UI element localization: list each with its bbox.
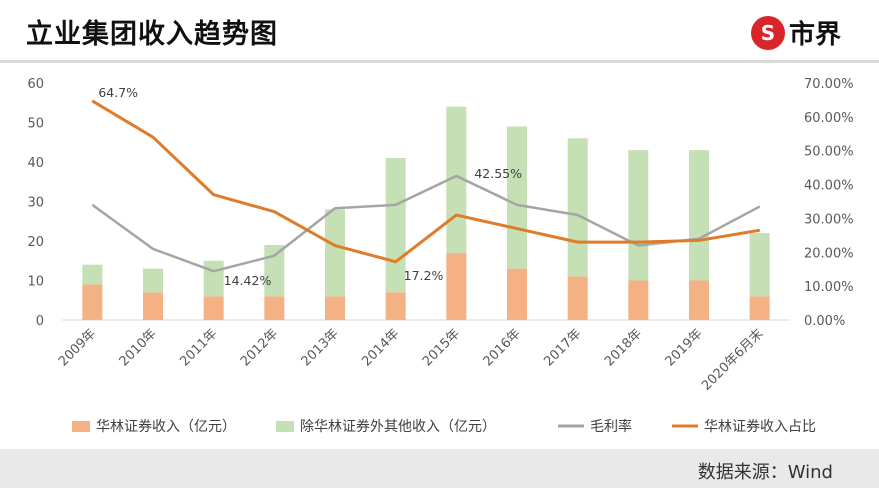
- bar-huarin-revenue: [749, 296, 770, 320]
- bar-huarin-revenue: [567, 276, 588, 320]
- point-gross-margin: [273, 255, 275, 257]
- bar-huarin-revenue: [689, 280, 709, 320]
- legend-swatch: [276, 421, 294, 432]
- bar-other-revenue: [264, 244, 285, 297]
- y-tick-label: 20: [27, 235, 44, 250]
- footer: 数据来源：Wind: [0, 449, 879, 488]
- bar-huarin-revenue: [264, 296, 285, 320]
- point-gross-margin: [759, 206, 761, 208]
- bar-huarin-revenue: [203, 296, 224, 320]
- x-tick-label: 2012年: [238, 326, 281, 369]
- point-huarin-share: [395, 261, 397, 263]
- legend-label: 华林证券收入（亿元）: [96, 419, 236, 435]
- data-label: 17.2%: [404, 268, 444, 283]
- point-gross-margin: [516, 204, 518, 206]
- point-gross-margin: [395, 204, 397, 206]
- bar-other-revenue: [628, 150, 649, 281]
- bar-other-revenue: [325, 209, 345, 297]
- point-gross-margin: [213, 270, 215, 272]
- logo-text: 市界: [788, 20, 841, 50]
- legend-swatch: [72, 421, 90, 432]
- logo-icon: S: [750, 15, 785, 50]
- data-label: 14.42%: [224, 273, 272, 288]
- y-tick-label: 50: [27, 117, 44, 132]
- line-huarin-share: [91, 99, 760, 264]
- x-tick-label: 2009年: [56, 326, 99, 369]
- bar-other-revenue: [749, 233, 770, 297]
- line-gross-margin: [91, 174, 761, 273]
- x-tick-label: 2020年6月末: [699, 326, 766, 393]
- y-tick-label: 0: [36, 314, 44, 329]
- x-tick-label: 2011年: [177, 326, 220, 369]
- bar-other-revenue: [567, 138, 588, 277]
- bar-huarin-revenue: [628, 280, 649, 320]
- y2-tick-label: 70.00%: [804, 77, 854, 92]
- y2-tick-label: 20.00%: [804, 246, 854, 261]
- y2-tick-label: 30.00%: [804, 212, 854, 227]
- point-gross-margin: [334, 207, 336, 209]
- y-tick-label: 40: [27, 156, 44, 171]
- point-huarin-share: [273, 211, 275, 213]
- legend-label: 毛利率: [590, 418, 632, 435]
- x-tick-label: 2014年: [359, 326, 402, 369]
- bar-huarin-revenue: [143, 292, 163, 320]
- x-tick-label: 2017年: [541, 326, 584, 369]
- combo-chart: 0 10 20 30 40 50 60 0.00% 10.00% 20.00% 30.00% 40.0…: [27, 77, 854, 435]
- point-huarin-share: [455, 214, 457, 216]
- header-divider: [0, 60, 879, 63]
- bar-huarin-revenue: [446, 252, 467, 320]
- x-tick-label: 2015年: [420, 326, 463, 369]
- point-huarin-share: [334, 245, 336, 247]
- data-label: 64.7%: [98, 85, 138, 100]
- bar-other-revenue: [385, 158, 406, 293]
- point-gross-margin: [577, 214, 579, 216]
- bar-other-revenue: [143, 268, 163, 293]
- header: 立业集团收入趋势图 S 市界: [0, 0, 879, 62]
- y-tick-label: 30: [27, 196, 44, 211]
- point-gross-margin: [152, 248, 154, 250]
- point-gross-margin: [637, 245, 639, 247]
- y-tick-label: 60: [27, 77, 44, 92]
- x-tick-label: 2019年: [663, 326, 706, 369]
- point-huarin-share: [759, 229, 761, 231]
- y2-tick-label: 0.00%: [804, 314, 845, 329]
- y-tick-label: 10: [27, 275, 44, 290]
- page-title: 立业集团收入趋势图: [26, 19, 278, 50]
- data-label: 42.55%: [474, 166, 522, 181]
- x-tick-label: 2016年: [481, 326, 524, 369]
- y2-tick-label: 10.00%: [804, 280, 854, 295]
- y2-tick-label: 50.00%: [804, 145, 854, 160]
- point-huarin-share: [152, 136, 154, 138]
- bar-other-revenue: [203, 260, 224, 297]
- bar-huarin-revenue: [507, 268, 527, 320]
- legend-label: 华林证券收入占比: [704, 419, 816, 435]
- bar-huarin-revenue: [325, 296, 345, 320]
- y2-tick-label: 40.00%: [804, 179, 854, 194]
- point-huarin-share: [637, 241, 639, 243]
- data-source: 数据来源：Wind: [697, 462, 833, 483]
- point-gross-margin: [91, 204, 93, 206]
- y2-tick-label: 60.00%: [804, 111, 854, 126]
- bar-other-revenue: [82, 264, 103, 285]
- bar-other-revenue: [507, 126, 527, 269]
- x-tick-label: 2018年: [602, 326, 645, 369]
- point-huarin-share: [213, 194, 215, 196]
- x-tick-label: 2013年: [299, 326, 342, 369]
- point-gross-margin: [455, 175, 457, 177]
- x-tick-label: 2010年: [117, 326, 160, 369]
- legend-label: 除华林证券外其他收入（亿元）: [300, 419, 496, 435]
- bar-other-revenue: [689, 150, 709, 281]
- bar-huarin-revenue: [385, 292, 406, 320]
- point-huarin-share: [91, 100, 93, 102]
- bar-huarin-revenue: [82, 284, 103, 320]
- point-huarin-share: [577, 241, 579, 243]
- point-huarin-share: [698, 239, 700, 241]
- brand-logo: S 市界: [750, 14, 841, 51]
- chart-area: 0 10 20 30 40 50 60 0.00% 10.00% 20.00% 30.00% 40.0…: [0, 63, 879, 449]
- point-huarin-share: [516, 228, 518, 230]
